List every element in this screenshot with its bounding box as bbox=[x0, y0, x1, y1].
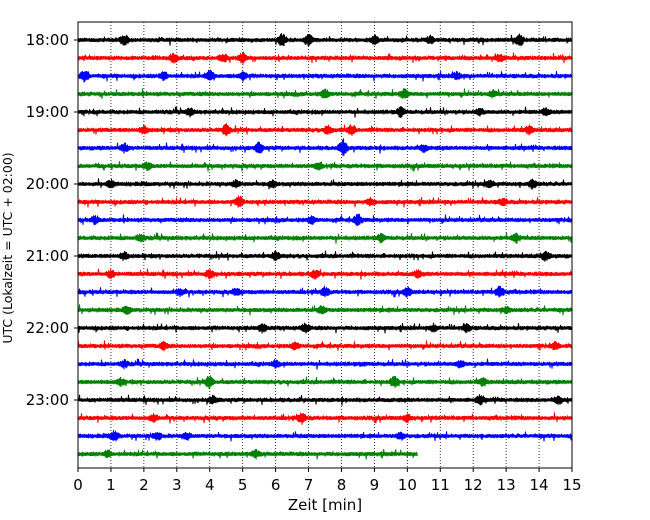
x-tick-label: 7 bbox=[304, 476, 314, 494]
x-tick-label: 4 bbox=[205, 476, 215, 494]
y-tick-label: 20:00 bbox=[26, 175, 69, 193]
trace-group bbox=[77, 32, 573, 460]
y-tick-label: 22:00 bbox=[26, 319, 69, 337]
axes bbox=[77, 21, 573, 469]
x-tick-label: 0 bbox=[73, 476, 83, 494]
y-axis-label: UTC (Lokalzeit = UTC + 02:00) bbox=[0, 152, 15, 343]
x-tick-label: 5 bbox=[238, 476, 248, 494]
x-tick-label: 11 bbox=[431, 476, 450, 494]
x-tick-label: 9 bbox=[370, 476, 380, 494]
x-tick-label: 2 bbox=[139, 476, 149, 494]
x-tick-label: 15 bbox=[562, 476, 581, 494]
x-ticks: 0 1 2 3 4 5 6 7 8 9 10 11 12 13 14 15 bbox=[73, 468, 582, 494]
grid-lines bbox=[110, 22, 540, 468]
plot-frame bbox=[77, 21, 573, 469]
x-tick-label: 3 bbox=[172, 476, 182, 494]
x-tick-label: 10 bbox=[398, 476, 417, 494]
y-tick-label: 19:00 bbox=[26, 103, 69, 121]
y-tick-label: 21:00 bbox=[26, 247, 69, 265]
x-axis-label: Zeit [min] bbox=[288, 496, 362, 514]
x-tick-label: 14 bbox=[530, 476, 549, 494]
x-tick-label: 13 bbox=[497, 476, 516, 494]
x-tick-label: 12 bbox=[464, 476, 483, 494]
y-tick-label: 18:00 bbox=[26, 31, 69, 49]
y-tick-label: 23:00 bbox=[26, 391, 69, 409]
x-tick-label: 8 bbox=[337, 476, 347, 494]
y-ticks: 18:00 19:00 20:00 21:00 22:00 23:00 bbox=[26, 31, 78, 409]
x-tick-label: 6 bbox=[271, 476, 281, 494]
trace-23:45 bbox=[77, 448, 418, 460]
x-tick-label: 1 bbox=[106, 476, 116, 494]
